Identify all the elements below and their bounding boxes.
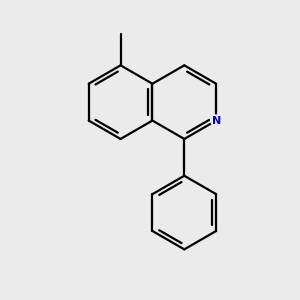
- Text: N: N: [212, 116, 221, 126]
- Circle shape: [211, 115, 222, 126]
